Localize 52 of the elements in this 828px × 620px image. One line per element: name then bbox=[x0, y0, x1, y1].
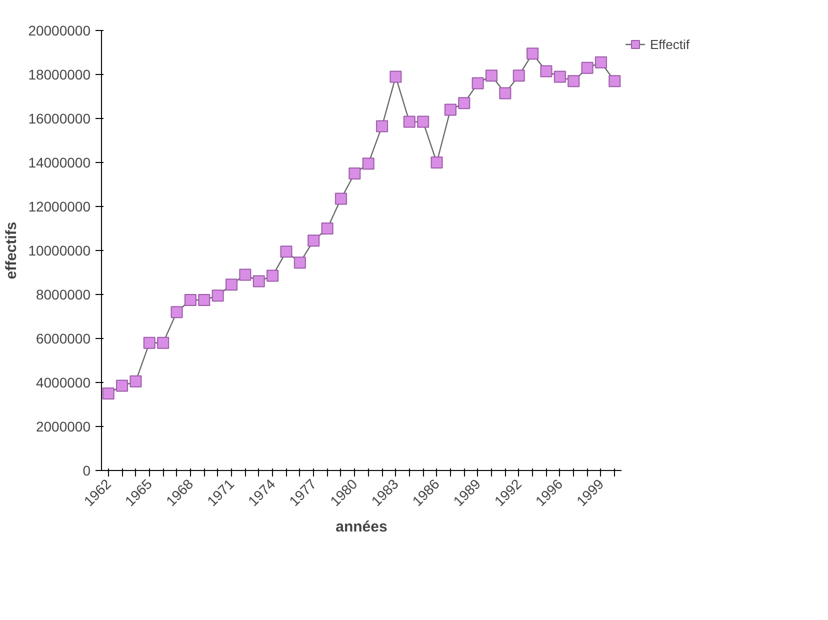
point bbox=[458, 97, 470, 110]
y-tick-label: 14000000 bbox=[28, 154, 91, 170]
point bbox=[554, 70, 566, 83]
point bbox=[212, 290, 224, 302]
y-tick-label: 4000000 bbox=[36, 374, 91, 390]
point bbox=[102, 388, 114, 400]
point bbox=[308, 234, 320, 247]
point bbox=[239, 268, 252, 281]
point bbox=[486, 70, 498, 82]
y-axis-title: effectifs bbox=[3, 222, 20, 280]
point bbox=[170, 306, 183, 318]
point bbox=[130, 375, 142, 388]
point bbox=[116, 380, 128, 392]
point bbox=[266, 270, 279, 282]
point bbox=[280, 246, 292, 258]
y-tick-label: 8000000 bbox=[36, 286, 91, 302]
point bbox=[581, 62, 594, 74]
point bbox=[252, 275, 265, 288]
y-tick-label: 2000000 bbox=[36, 418, 91, 434]
point bbox=[376, 120, 388, 132]
point bbox=[321, 222, 334, 234]
point bbox=[390, 70, 402, 83]
point bbox=[157, 336, 170, 349]
point bbox=[294, 256, 306, 269]
point bbox=[526, 48, 539, 60]
point bbox=[226, 278, 238, 291]
legend-label: Effectif bbox=[650, 36, 690, 52]
point bbox=[540, 65, 552, 78]
y-tick-label: 6000000 bbox=[36, 330, 91, 346]
y-tick-label: 20000000 bbox=[28, 22, 91, 38]
point bbox=[198, 294, 210, 306]
y-tick-label: 16000000 bbox=[28, 110, 91, 126]
point bbox=[143, 336, 156, 349]
point bbox=[430, 156, 443, 168]
point bbox=[403, 116, 416, 128]
point bbox=[594, 56, 607, 68]
point bbox=[568, 75, 580, 88]
point bbox=[184, 294, 196, 306]
point bbox=[348, 168, 361, 180]
y-tick-label: 0 bbox=[82, 462, 91, 478]
point bbox=[499, 87, 512, 100]
point bbox=[362, 158, 374, 170]
y-tick-label: 12000000 bbox=[28, 198, 91, 214]
point bbox=[512, 70, 525, 82]
point bbox=[334, 192, 347, 205]
y-tick-label: 10000000 bbox=[28, 242, 91, 258]
point bbox=[472, 77, 484, 90]
point bbox=[608, 75, 621, 88]
point bbox=[444, 104, 456, 116]
x-axis-title: années bbox=[336, 518, 388, 536]
point bbox=[417, 116, 430, 128]
y-tick-label: 18000000 bbox=[28, 66, 91, 82]
